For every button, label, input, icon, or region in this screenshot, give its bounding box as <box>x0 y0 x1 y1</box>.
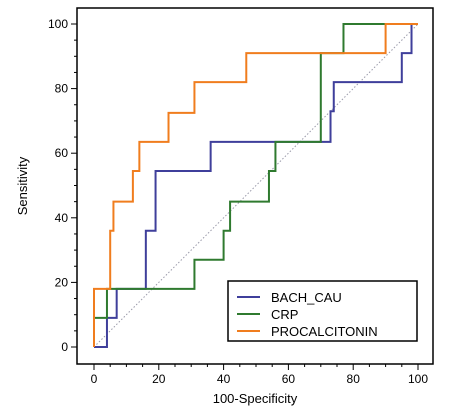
y-axis-label: Sensitivity <box>15 156 30 215</box>
y-tick-label: 100 <box>48 17 68 31</box>
legend-label: CRP <box>271 307 298 322</box>
series-line-bach-cau <box>94 23 418 348</box>
y-tick-label: 0 <box>61 340 68 354</box>
x-tick-label: 80 <box>347 372 361 386</box>
legend-label: PROCALCITONIN <box>271 324 378 339</box>
y-tick-label: 40 <box>55 211 69 225</box>
y-tick-label: 80 <box>55 82 69 96</box>
x-tick-label: 40 <box>217 372 231 386</box>
x-tick-label: 20 <box>152 372 166 386</box>
y-tick-label: 60 <box>55 146 69 160</box>
legend-label: BACH_CAU <box>271 290 342 305</box>
reference-diagonal <box>93 23 419 348</box>
x-tick-label: 0 <box>91 372 98 386</box>
x-tick-label: 60 <box>282 372 296 386</box>
y-tick-label: 20 <box>55 275 69 289</box>
x-tick-label: 100 <box>408 372 428 386</box>
legend: BACH_CAU CRP PROCALCITONIN <box>227 280 418 342</box>
series-lines <box>93 23 418 348</box>
tick-labels: 0 20 40 60 80 100 0 20 40 60 80 100 <box>48 17 428 386</box>
series-line-procalcitonin <box>93 23 418 347</box>
axes <box>71 23 419 370</box>
x-axis-label: 100-Specificity <box>213 391 298 406</box>
